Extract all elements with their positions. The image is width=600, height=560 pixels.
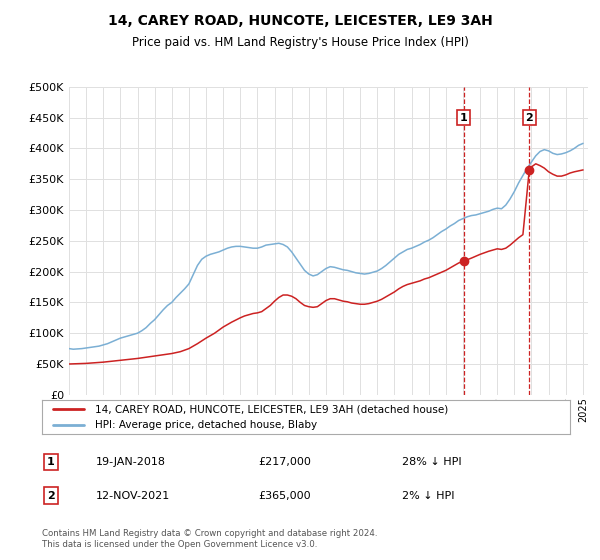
- Text: 14, CAREY ROAD, HUNCOTE, LEICESTER, LE9 3AH (detached house): 14, CAREY ROAD, HUNCOTE, LEICESTER, LE9 …: [95, 404, 448, 414]
- Text: 28% ↓ HPI: 28% ↓ HPI: [402, 457, 461, 467]
- Text: £365,000: £365,000: [258, 491, 311, 501]
- Text: 1: 1: [460, 113, 467, 123]
- Text: 2: 2: [47, 491, 55, 501]
- Text: HPI: Average price, detached house, Blaby: HPI: Average price, detached house, Blab…: [95, 420, 317, 430]
- Text: 14, CAREY ROAD, HUNCOTE, LEICESTER, LE9 3AH: 14, CAREY ROAD, HUNCOTE, LEICESTER, LE9 …: [107, 14, 493, 28]
- Text: 1: 1: [47, 457, 55, 467]
- Text: 12-NOV-2021: 12-NOV-2021: [96, 491, 170, 501]
- Text: £217,000: £217,000: [258, 457, 311, 467]
- Text: Contains HM Land Registry data © Crown copyright and database right 2024.
This d: Contains HM Land Registry data © Crown c…: [42, 529, 377, 549]
- Text: Price paid vs. HM Land Registry's House Price Index (HPI): Price paid vs. HM Land Registry's House …: [131, 36, 469, 49]
- Text: 19-JAN-2018: 19-JAN-2018: [96, 457, 166, 467]
- Text: 2% ↓ HPI: 2% ↓ HPI: [402, 491, 455, 501]
- Text: 2: 2: [526, 113, 533, 123]
